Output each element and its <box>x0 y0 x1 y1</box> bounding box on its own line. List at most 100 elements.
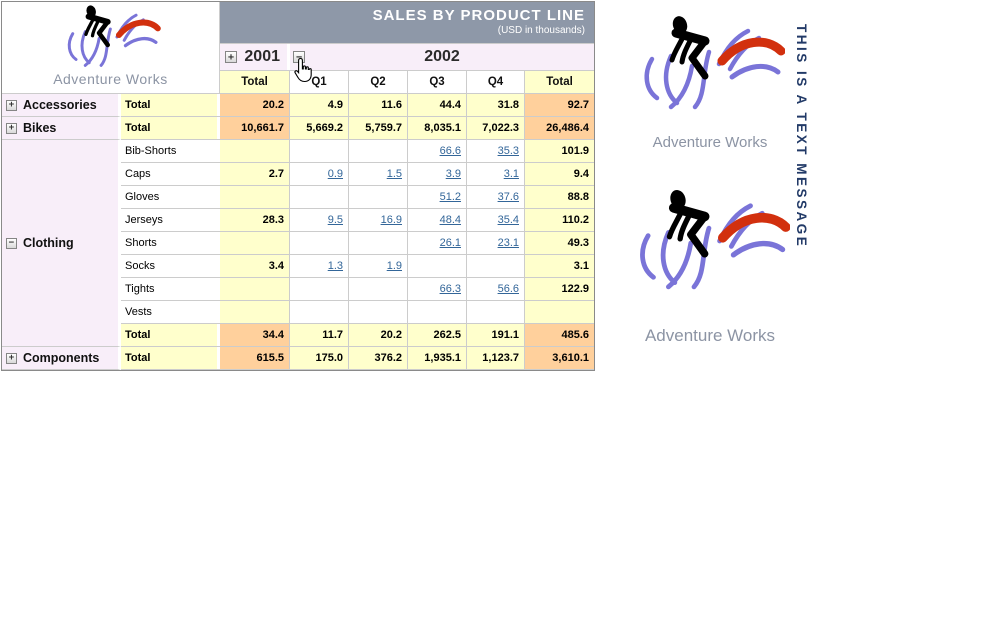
value-cell: 56.6 <box>467 278 525 300</box>
value-cell: 66.6 <box>408 140 467 162</box>
value-cell: 485.6 <box>525 324 594 346</box>
drillthrough-link[interactable]: 37.6 <box>497 191 519 203</box>
drillthrough-link[interactable]: 1.5 <box>386 168 402 180</box>
value-cell: 4.9 <box>290 94 349 116</box>
value-cell: 1,935.1 <box>408 347 467 369</box>
year-group-row: + 2001 − 2002 <box>220 44 594 71</box>
value-cell: 88.8 <box>525 186 594 208</box>
value-cell: 0.9 <box>290 163 349 185</box>
row-label: Total <box>121 94 220 116</box>
value-cell: 26,486.4 <box>525 117 594 139</box>
drillthrough-link[interactable]: 23.1 <box>497 237 519 249</box>
value-cell <box>408 301 467 323</box>
category-label: Clothing <box>23 236 74 250</box>
drillthrough-link[interactable]: 66.6 <box>439 145 461 157</box>
sales-report-table: Adventure Works SALES BY PRODUCT LINE (U… <box>1 1 595 371</box>
value-cell: 49.3 <box>525 232 594 254</box>
value-cell <box>408 255 467 277</box>
value-cell: 9.4 <box>525 163 594 185</box>
adventure-works-cyclist-icon <box>630 178 790 304</box>
table-row: Total 615.5 175.0 376.2 1,935.1 1,123.7 3,610.… <box>121 347 594 370</box>
drillthrough-link[interactable]: 9.5 <box>327 214 343 226</box>
category-label: Components <box>23 351 100 365</box>
value-cell: 35.4 <box>467 209 525 231</box>
table-body-rows: Total 20.2 4.9 11.6 44.4 31.8 92.7 Total 10,661.… <box>121 94 594 370</box>
value-cell: 122.9 <box>525 278 594 300</box>
expand-icon[interactable]: + <box>6 99 17 111</box>
drillthrough-link[interactable]: 35.4 <box>497 214 519 226</box>
adventure-works-cyclist-icon <box>635 8 785 120</box>
value-cell <box>220 186 290 208</box>
value-cell: 1,123.7 <box>467 347 525 369</box>
table-row: Bib-Shorts 66.6 35.3 101.9 <box>121 140 594 163</box>
value-cell <box>525 301 594 323</box>
year-label: 2001 <box>244 48 280 65</box>
row-label: Total <box>121 347 220 369</box>
drillthrough-link[interactable]: 16.9 <box>380 214 402 226</box>
vertical-text-message: THIS IS A TEXT MESSAGE <box>794 24 809 249</box>
value-cell <box>349 140 408 162</box>
report-title-band: SALES BY PRODUCT LINE (USD in thousands) <box>220 2 594 44</box>
drillthrough-link[interactable]: 51.2 <box>439 191 461 203</box>
value-cell <box>290 232 349 254</box>
value-cell <box>220 278 290 300</box>
report-subtitle: (USD in thousands) <box>497 25 585 36</box>
value-cell: 28.3 <box>220 209 290 231</box>
year-group-2002: − 2002 <box>290 44 594 70</box>
row-label: Jerseys <box>121 209 220 231</box>
expand-icon[interactable]: + <box>6 122 17 134</box>
value-cell: 376.2 <box>349 347 408 369</box>
logo-wordmark: Adventure Works <box>53 71 168 87</box>
value-cell: 35.3 <box>467 140 525 162</box>
value-cell <box>290 278 349 300</box>
table-row: Shorts 26.1 23.1 49.3 <box>121 232 594 255</box>
value-cell: 2.7 <box>220 163 290 185</box>
value-cell <box>467 255 525 277</box>
value-cell: 9.5 <box>290 209 349 231</box>
category-cell-accessories: + Accessories <box>2 94 121 117</box>
column-header-q3: Q3 <box>408 71 467 93</box>
value-cell: 92.7 <box>525 94 594 116</box>
column-header-2001-total: Total <box>220 71 290 93</box>
drillthrough-link[interactable]: 56.6 <box>497 283 519 295</box>
logo-wordmark: Adventure Works <box>652 134 768 151</box>
expand-icon[interactable]: + <box>225 51 237 63</box>
logo-wordmark: Adventure Works <box>644 326 776 345</box>
value-cell <box>467 301 525 323</box>
value-cell <box>290 140 349 162</box>
value-cell: 191.1 <box>467 324 525 346</box>
collapse-icon[interactable]: − <box>6 237 17 249</box>
drillthrough-link[interactable]: 48.4 <box>439 214 461 226</box>
drillthrough-link[interactable]: 1.9 <box>386 260 402 272</box>
year-label: 2002 <box>424 48 460 65</box>
category-column: + Accessories + Bikes − Clothing + Components <box>2 94 121 370</box>
value-cell: 51.2 <box>408 186 467 208</box>
report-title: SALES BY PRODUCT LINE <box>372 7 585 24</box>
drillthrough-link[interactable]: 26.1 <box>439 237 461 249</box>
value-cell: 3.4 <box>220 255 290 277</box>
value-cell: 3.1 <box>467 163 525 185</box>
expand-icon[interactable]: + <box>6 352 17 364</box>
row-label: Total <box>121 324 220 346</box>
value-cell: 3.9 <box>408 163 467 185</box>
value-cell: 3,610.1 <box>525 347 594 369</box>
year-group-2001: + 2001 <box>220 44 290 70</box>
value-cell: 1.9 <box>349 255 408 277</box>
value-cell: 1.5 <box>349 163 408 185</box>
table-row: Total 10,661.7 5,669.2 5,759.7 8,035.1 7,022.… <box>121 117 594 140</box>
drillthrough-link[interactable]: 35.3 <box>497 145 519 157</box>
value-cell <box>349 301 408 323</box>
value-cell: 37.6 <box>467 186 525 208</box>
value-cell: 66.3 <box>408 278 467 300</box>
category-label: Bikes <box>23 121 57 135</box>
drillthrough-link[interactable]: 1.3 <box>327 260 343 272</box>
drillthrough-link[interactable]: 0.9 <box>327 168 343 180</box>
drillthrough-link[interactable]: 3.9 <box>445 168 461 180</box>
drillthrough-link[interactable]: 3.1 <box>503 168 519 180</box>
column-header-q4: Q4 <box>467 71 525 93</box>
drillthrough-link[interactable]: 66.3 <box>439 283 461 295</box>
value-cell: 11.7 <box>290 324 349 346</box>
value-cell: 175.0 <box>290 347 349 369</box>
table-row: Socks 3.4 1.3 1.9 3.1 <box>121 255 594 278</box>
